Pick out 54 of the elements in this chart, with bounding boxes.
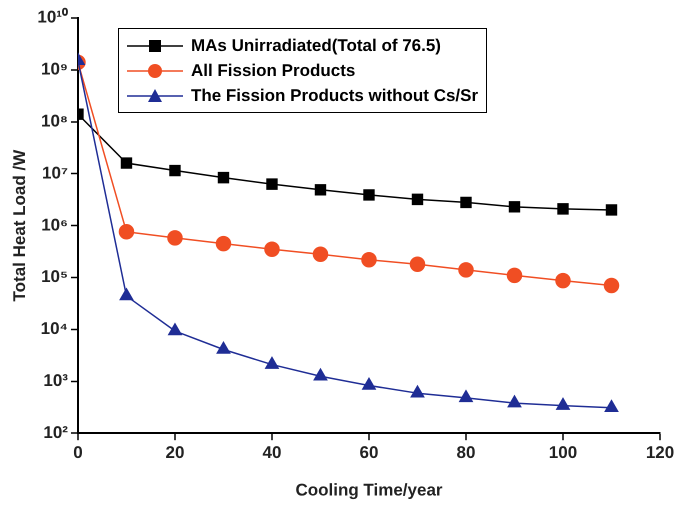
y-tick-label: 10⁸ <box>41 111 68 130</box>
point <box>506 268 522 284</box>
point <box>410 256 426 272</box>
x-tick-label: 20 <box>166 443 184 462</box>
y-tick-label: 10⁹ <box>40 60 68 79</box>
point <box>555 272 571 288</box>
legend-label: All Fission Products <box>190 60 356 80</box>
point <box>362 378 376 390</box>
y-tick-label: 10³ <box>43 370 68 390</box>
point <box>312 246 328 262</box>
point <box>120 157 132 169</box>
point <box>168 323 182 336</box>
point <box>314 368 328 381</box>
point <box>363 189 375 201</box>
point <box>606 204 618 216</box>
point <box>604 278 620 294</box>
y-tick-label: 10¹⁰ <box>37 8 68 27</box>
y-tick-label: 10² <box>43 422 68 442</box>
point <box>118 224 134 240</box>
point <box>264 242 280 258</box>
point <box>557 203 569 215</box>
point <box>216 236 232 252</box>
point <box>266 178 278 190</box>
x-tick-label: 80 <box>456 443 476 462</box>
point <box>458 262 474 278</box>
point <box>120 288 134 300</box>
y-axis-title: Total Heat Load /W <box>10 148 29 302</box>
x-tick-label: 60 <box>360 443 378 462</box>
y-tick-label: 10⁵ <box>41 267 68 286</box>
y-tick-label: 10⁴ <box>40 319 68 338</box>
x-tick-label: 120 <box>646 443 674 462</box>
y-tick-label: 10⁷ <box>42 163 68 182</box>
legend-label: The Fission Products without Cs/Sr <box>190 86 478 106</box>
point <box>265 356 279 369</box>
point <box>556 398 570 410</box>
point <box>460 196 472 208</box>
point <box>410 385 424 398</box>
point <box>508 395 522 408</box>
point <box>216 342 230 354</box>
point <box>508 201 520 213</box>
x-tick-label: 100 <box>548 443 578 462</box>
point <box>167 230 183 246</box>
x-tick-label: 40 <box>262 443 282 462</box>
point <box>169 164 181 176</box>
y-tick-label: 10⁶ <box>41 215 68 234</box>
point <box>459 390 473 402</box>
legend-label: MAs Unirradiated(Total of 76.5) <box>190 36 441 56</box>
point <box>604 400 618 412</box>
x-axis-title: Cooling Time/year <box>295 480 443 500</box>
point <box>361 252 377 268</box>
point <box>314 184 326 196</box>
x-tick-label: 0 <box>73 443 83 462</box>
point <box>412 194 424 206</box>
point <box>218 172 230 184</box>
